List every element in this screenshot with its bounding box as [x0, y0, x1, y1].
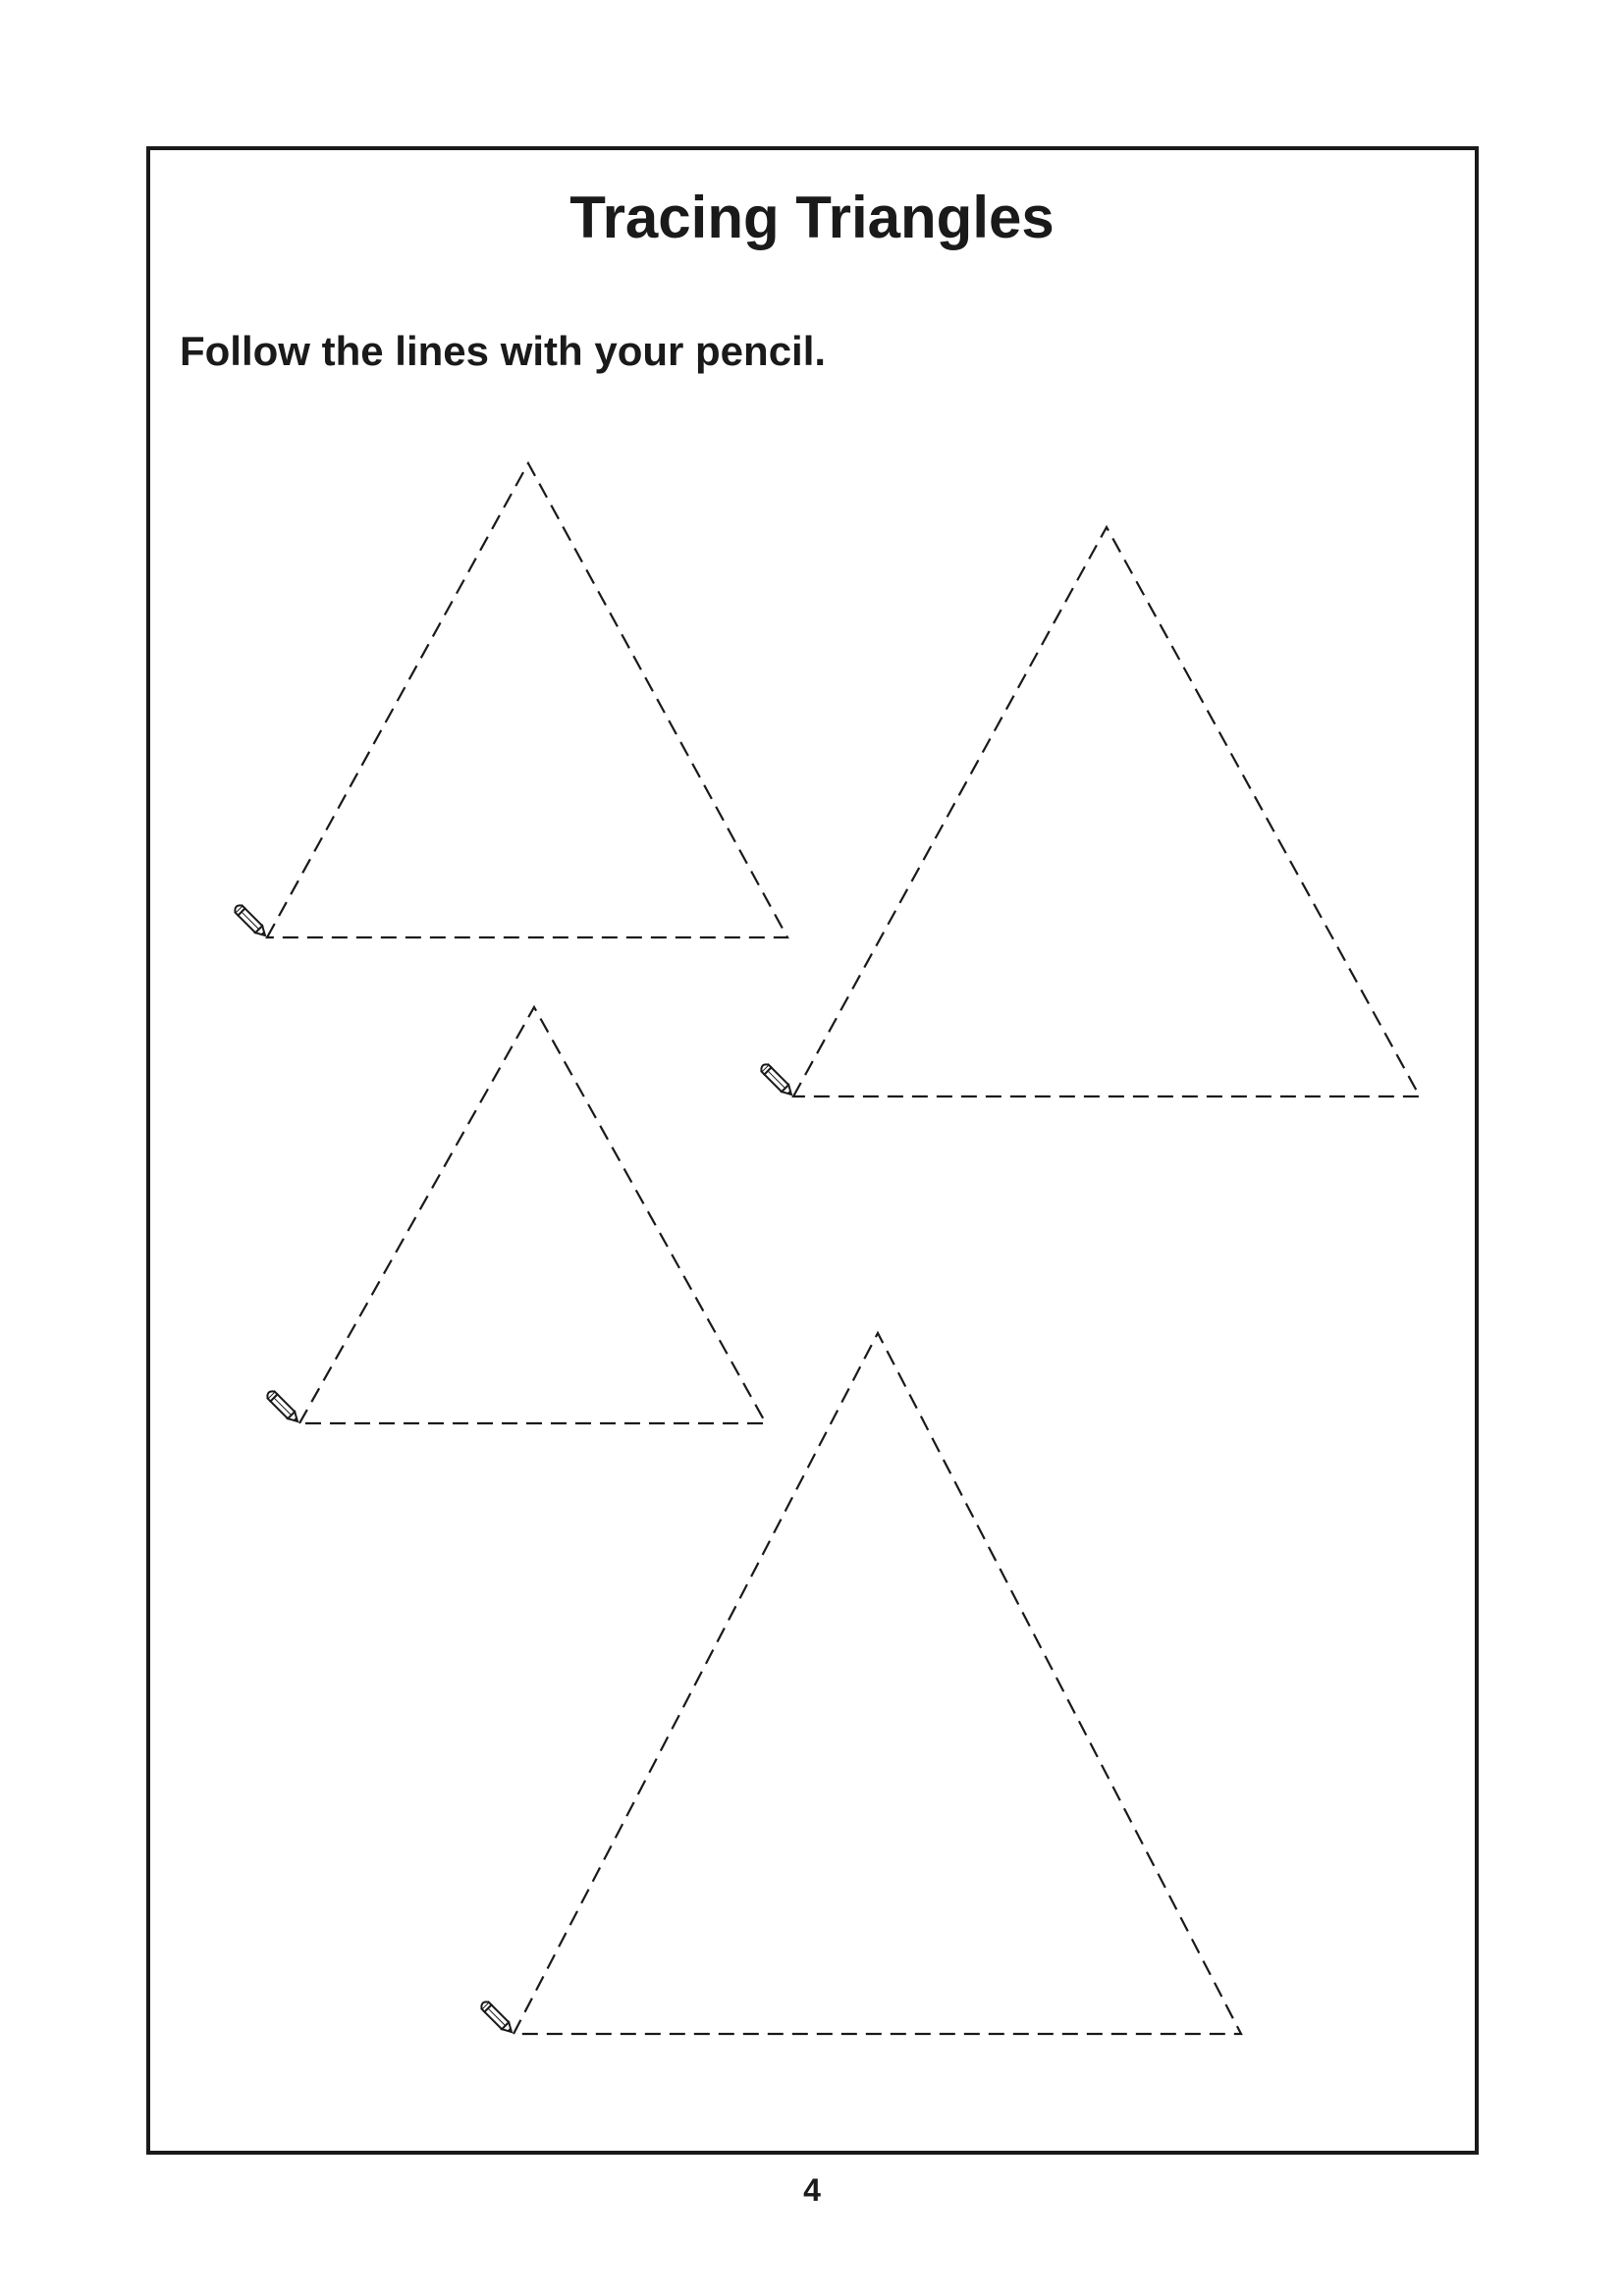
page-border [146, 146, 1479, 2155]
pencil-icon [232, 902, 270, 940]
triangle-1[interactable] [232, 460, 789, 940]
pencil-icon [264, 1388, 302, 1426]
pencil-icon [478, 1999, 516, 2037]
page-number: 4 [803, 2172, 821, 2208]
triangle-4[interactable] [478, 1330, 1243, 2037]
instruction-text: Follow the lines with your pencil. [180, 328, 827, 374]
page-title: Tracing Triangles [569, 185, 1055, 250]
triangle-3[interactable] [264, 1004, 768, 1426]
pencil-icon [758, 1061, 796, 1099]
triangle-2[interactable] [758, 524, 1422, 1099]
